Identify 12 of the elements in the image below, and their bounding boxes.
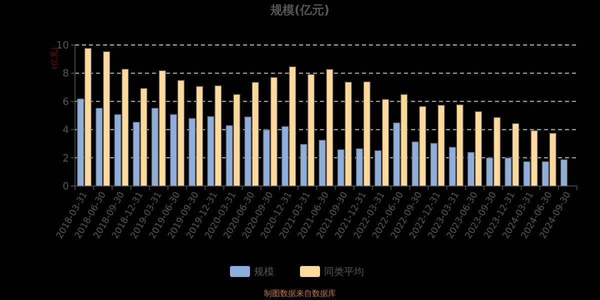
chart-title: 规模(亿元) [270, 3, 330, 17]
legend-label: 规模 [254, 266, 274, 278]
y-axis-title: (亿元) [50, 47, 59, 70]
y-tick-label: 6 [62, 96, 69, 108]
legend-label: 同类平均 [324, 266, 364, 278]
bar [560, 159, 568, 186]
y-tick-label: 2 [62, 153, 69, 164]
text: 制图数据来自数据库 [264, 289, 336, 298]
y-tick-label: 8 [62, 68, 69, 80]
y-tick-label: 0 [62, 182, 69, 192]
y-tick-label: 4 [62, 125, 69, 136]
y-tick-label: 10 [56, 40, 69, 52]
